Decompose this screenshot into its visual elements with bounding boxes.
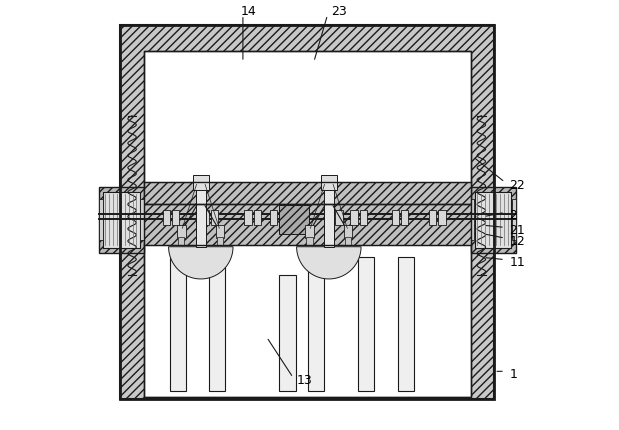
Bar <box>103 192 140 249</box>
Bar <box>470 187 516 254</box>
Bar <box>103 192 140 249</box>
Bar <box>144 204 470 397</box>
Bar <box>99 187 144 254</box>
Bar <box>121 26 494 399</box>
Text: 13: 13 <box>297 374 313 387</box>
Bar <box>270 211 277 225</box>
Bar <box>306 237 313 246</box>
Bar <box>170 258 186 391</box>
Bar <box>279 275 296 391</box>
Bar <box>279 211 286 225</box>
Bar <box>163 211 170 225</box>
Bar <box>335 211 342 225</box>
Bar <box>99 200 103 241</box>
Bar <box>178 237 184 246</box>
Text: 14: 14 <box>241 5 256 18</box>
Text: 11: 11 <box>509 256 525 269</box>
Polygon shape <box>168 247 233 280</box>
Bar <box>217 237 223 246</box>
Bar <box>144 183 470 245</box>
Bar <box>475 192 511 249</box>
Bar <box>144 52 470 204</box>
Bar <box>305 226 314 239</box>
Bar <box>209 258 225 391</box>
Bar <box>279 205 310 234</box>
Text: 21: 21 <box>509 224 525 236</box>
Bar <box>324 177 334 247</box>
Bar <box>345 237 351 246</box>
Bar <box>438 211 446 225</box>
Bar <box>327 211 334 225</box>
Bar <box>144 204 470 397</box>
Bar <box>392 211 399 225</box>
Bar <box>429 211 436 225</box>
Bar <box>172 211 180 225</box>
Bar <box>254 211 261 225</box>
Bar <box>350 211 358 225</box>
Bar <box>201 211 209 225</box>
Bar <box>144 52 470 204</box>
Bar <box>358 258 374 391</box>
Bar <box>400 211 408 225</box>
Polygon shape <box>297 247 361 280</box>
Bar <box>216 226 225 239</box>
Bar <box>308 258 324 391</box>
Bar <box>211 211 219 225</box>
Text: 22: 22 <box>509 178 525 191</box>
Bar <box>141 200 144 241</box>
Bar <box>196 177 206 247</box>
Bar <box>512 200 516 241</box>
Bar <box>177 226 186 239</box>
Bar <box>321 175 337 190</box>
Bar <box>344 226 352 239</box>
Bar <box>397 258 414 391</box>
Text: 12: 12 <box>509 234 525 247</box>
Bar <box>121 26 494 399</box>
Bar <box>470 200 475 241</box>
Text: 2: 2 <box>509 209 517 221</box>
Text: 1: 1 <box>509 367 517 380</box>
Bar <box>360 211 368 225</box>
Bar <box>245 211 251 225</box>
Text: 23: 23 <box>331 5 347 18</box>
Bar <box>193 175 209 190</box>
Bar <box>475 192 511 249</box>
